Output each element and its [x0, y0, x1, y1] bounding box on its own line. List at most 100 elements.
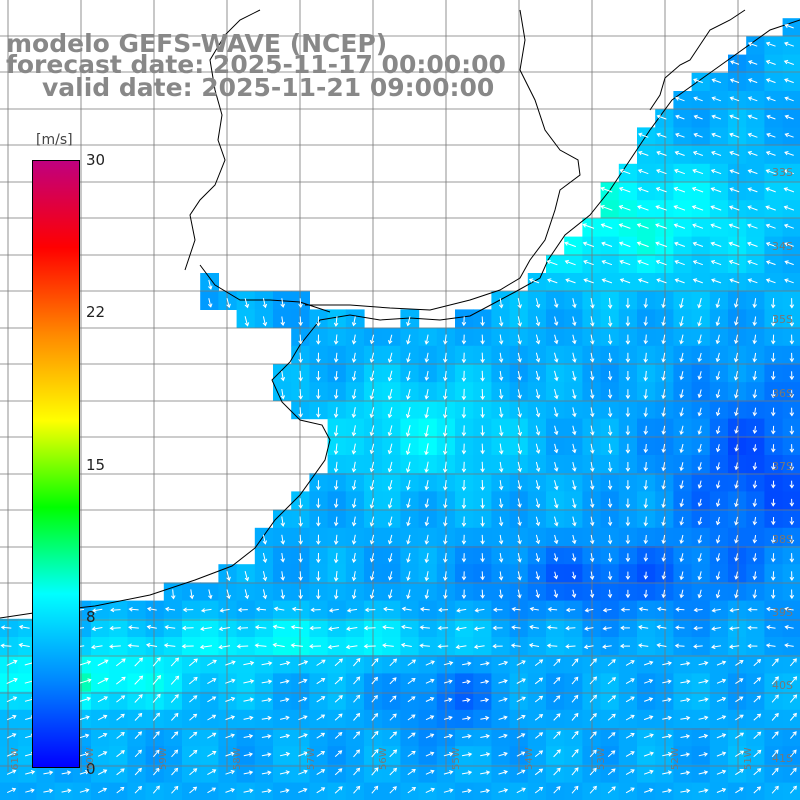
wind-arrow [643, 334, 648, 345]
wind-arrow [442, 443, 448, 456]
wind-arrow [662, 752, 673, 757]
wind-arrow [553, 571, 559, 580]
wind-arrow [735, 660, 744, 666]
lon-label: 61W [10, 747, 21, 770]
wind-arrow [619, 168, 631, 175]
wind-arrow [443, 752, 454, 757]
wind-arrow [607, 732, 616, 739]
wind-arrow [735, 678, 744, 685]
wind-arrow [607, 695, 617, 703]
wind-arrow [461, 316, 467, 327]
wind-arrow [351, 352, 357, 363]
wind-arrow [607, 443, 613, 455]
wind-arrow [661, 571, 667, 580]
wind-arrow [499, 425, 504, 437]
wind-arrow [770, 389, 776, 399]
wind-arrow [333, 352, 339, 363]
wind-arrow [680, 697, 691, 703]
wind-arrow [698, 661, 709, 666]
wind-arrow [789, 334, 795, 345]
wind-arrow [371, 785, 379, 794]
wind-arrow [443, 715, 453, 721]
wind-arrow [442, 407, 448, 419]
wind-arrow [146, 624, 157, 630]
wind-arrow [784, 606, 794, 612]
wind-arrow [553, 731, 561, 740]
wind-arrow [333, 552, 339, 564]
wind-arrow [371, 749, 379, 758]
wind-arrow [455, 626, 467, 631]
lon-label: 60W [85, 747, 96, 770]
wind-arrow [480, 679, 490, 685]
wind-arrow [134, 694, 143, 703]
wind-arrow [711, 608, 721, 613]
wind-arrow [789, 298, 795, 309]
wind-arrow [327, 644, 340, 650]
wind-arrow [637, 205, 649, 211]
wind-arrow [553, 695, 561, 703]
wind-arrow [442, 461, 448, 473]
wind-arrow [351, 498, 357, 509]
wind-arrow [625, 334, 631, 345]
wind-arrow [571, 730, 579, 740]
wind-arrow [6, 751, 17, 757]
wind-arrow [637, 169, 649, 175]
wind-arrow [261, 679, 273, 684]
lat-label: 36S [772, 387, 793, 400]
wind-arrow [607, 750, 616, 757]
wind-arrow [79, 660, 92, 666]
wind-arrow [207, 750, 217, 757]
wind-arrow [444, 697, 453, 703]
wind-arrow [419, 625, 430, 630]
wind-arrow [735, 714, 744, 721]
wind-arrow [498, 553, 504, 563]
wind-arrow [625, 696, 635, 703]
wind-arrow [637, 278, 649, 284]
wind-arrow [262, 589, 268, 600]
wind-arrow [553, 334, 559, 345]
wind-arrow [405, 425, 411, 437]
wind-arrow [589, 516, 595, 527]
wind-arrow [316, 389, 321, 400]
wind-arrow [546, 625, 558, 630]
wind-arrow [424, 498, 430, 509]
wind-arrow [334, 768, 343, 776]
wind-arrow [6, 787, 17, 794]
wind-arrow [747, 260, 758, 266]
wind-arrow [728, 644, 740, 649]
wind-arrow [661, 370, 666, 382]
wind-arrow [424, 480, 430, 491]
wind-arrow [766, 625, 776, 630]
wind-arrow [443, 516, 448, 527]
wind-arrow [590, 461, 595, 473]
wind-arrow [134, 749, 142, 758]
wind-arrow [734, 444, 739, 452]
wind-arrow [716, 769, 727, 775]
wind-arrow [679, 425, 684, 435]
wind-arrow [571, 767, 579, 776]
wind-arrow [697, 571, 702, 581]
wind-arrow [572, 461, 577, 472]
wind-arrow [711, 132, 722, 138]
wind-arrow [572, 425, 577, 436]
wind-arrow [625, 389, 631, 400]
wind-arrow [171, 712, 179, 721]
wind-arrow [728, 259, 740, 266]
wind-arrow [572, 443, 577, 454]
wind-arrow [529, 624, 539, 630]
wind-arrow [462, 661, 472, 666]
wind-arrow [244, 589, 250, 600]
wind-arrow [115, 676, 126, 685]
wind-arrow [590, 443, 595, 454]
wind-arrow [369, 407, 375, 419]
wind-arrow [97, 733, 108, 739]
wind-arrow [6, 659, 18, 666]
wind-arrow [280, 589, 286, 600]
wind-arrow [461, 498, 467, 510]
wind-arrow [643, 298, 648, 309]
wind-arrow [443, 770, 454, 775]
wind-arrow [554, 407, 559, 418]
wind-arrow [680, 715, 691, 721]
wind-arrow [710, 260, 722, 266]
wind-arrow [747, 96, 758, 102]
